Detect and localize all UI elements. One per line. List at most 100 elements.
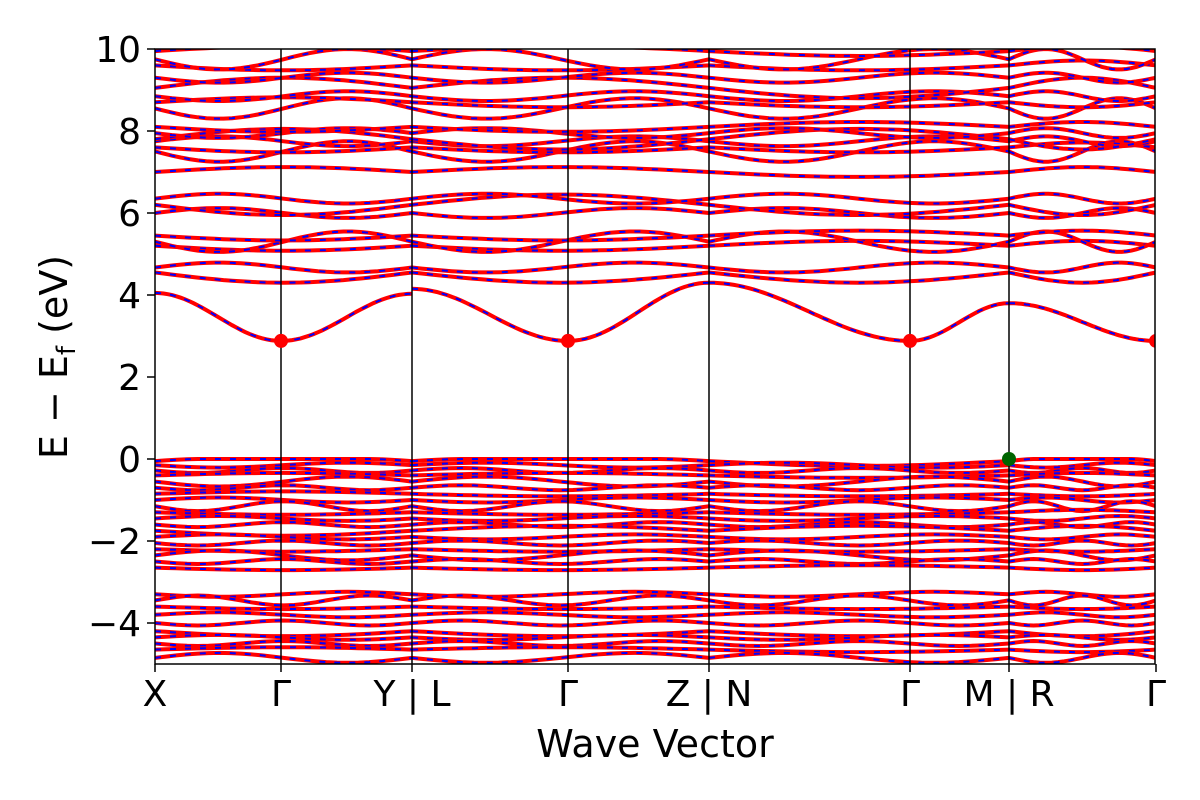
band-line-94-dash xyxy=(411,557,710,566)
band-line-198-dash xyxy=(1008,548,1155,553)
band-line-160-dash xyxy=(1008,271,1155,284)
band-line-128-dash xyxy=(708,49,1010,71)
band-line-15-dash xyxy=(155,125,413,133)
band-line-82-dash xyxy=(411,484,710,492)
band-line-133-dash xyxy=(708,474,1010,479)
band-line-24-dash xyxy=(155,458,413,463)
x-tick-label: Γ xyxy=(900,674,920,715)
x-tick-label: M | R xyxy=(963,674,1054,715)
band-line-123-dash xyxy=(708,101,1010,109)
band-line-209-dash xyxy=(1008,639,1155,648)
x-tick-label: Z | N xyxy=(666,674,753,715)
band-line-181-dash xyxy=(1008,49,1155,71)
y-tick-label: 6 xyxy=(118,194,141,235)
band-line-11-dash xyxy=(155,146,413,154)
band-line-111-dash xyxy=(708,229,1010,237)
band-line-97-dash xyxy=(411,594,710,607)
band-line-135-dash xyxy=(708,484,1010,492)
band-line-155-dash xyxy=(708,633,1010,641)
band-line-138-dash xyxy=(708,500,1010,513)
band-line-176-dash xyxy=(1008,101,1155,109)
band-line-59-dash xyxy=(411,207,710,219)
band-line-104-dash xyxy=(411,646,710,651)
x-tick-label: Γ xyxy=(558,674,578,715)
band-line-84-dash xyxy=(411,496,710,504)
band-line-161-dash xyxy=(1008,261,1155,274)
band-line-51-dash xyxy=(155,646,413,651)
band-line-152-dash xyxy=(708,611,1010,619)
band-line-71-dash xyxy=(411,90,710,102)
band-line-70-dash xyxy=(411,101,710,109)
band-line-5-dash xyxy=(155,234,413,242)
band-line-114-dash xyxy=(708,192,1010,205)
band-line-36-dash xyxy=(155,529,413,537)
cbm-marker xyxy=(903,333,917,348)
band-line-166-dash xyxy=(1008,203,1155,216)
band-line-119-dash xyxy=(708,127,1010,141)
band-line-77 xyxy=(411,457,710,464)
band-line-64-dash xyxy=(411,146,710,154)
band-line-113-dash xyxy=(708,203,1010,216)
y-tick-label: 2 xyxy=(118,358,141,399)
band-line-157-dash xyxy=(708,648,1010,654)
band-line-19-dash xyxy=(155,76,413,89)
band-line-146-dash xyxy=(708,549,1010,562)
band-line-153-dash xyxy=(708,619,1010,627)
band-line-158-dash xyxy=(708,651,1010,664)
band-line-79-dash xyxy=(411,466,710,474)
band-line-8-dash xyxy=(155,192,413,205)
y-tick-label: 4 xyxy=(118,276,141,317)
band-line-180-dash xyxy=(1008,59,1155,67)
band-line-28-dash xyxy=(155,475,413,488)
band-line-85-dash xyxy=(411,500,710,513)
band-line-48-dash xyxy=(155,630,413,638)
band-line-55-dash xyxy=(411,261,710,274)
band-line-106-dash xyxy=(708,281,1010,342)
band-line-207-dash xyxy=(1008,630,1155,638)
band-line-6-dash xyxy=(155,207,413,219)
band-line-80-dash xyxy=(411,471,710,477)
band-line-42-dash xyxy=(155,566,413,572)
x-tick-label: Γ xyxy=(271,674,291,715)
band-line-27-dash xyxy=(155,471,413,477)
band-line-37-dash xyxy=(155,533,413,541)
band-line-172-dash xyxy=(1008,138,1155,151)
band-line-100-dash xyxy=(411,619,710,627)
band-line-194-dash xyxy=(1008,521,1155,529)
y-axis-ticks: 10 8 6 4 2 0 −2 −4 xyxy=(88,30,155,645)
band-line-105-dash xyxy=(411,651,710,664)
band-line-38-dash xyxy=(155,539,413,547)
band-line-89-dash xyxy=(411,524,710,532)
band-line-164-dash xyxy=(1008,229,1155,237)
band-line-196-dash xyxy=(1008,533,1155,541)
band-line-197-dash xyxy=(1008,539,1155,547)
band-line-78-dash xyxy=(411,461,710,469)
band-line-118-dash xyxy=(708,135,1010,148)
band-line-150-dash xyxy=(708,594,1010,607)
band-line-29-dash xyxy=(155,484,413,492)
band-line-115-dash xyxy=(708,171,1010,178)
band-line-144-dash xyxy=(708,539,1010,547)
band-line-193-dash xyxy=(1008,514,1155,522)
y-tick-label: 0 xyxy=(118,440,141,481)
band-line-18-dash xyxy=(155,90,413,102)
band-line-17-dash xyxy=(155,96,413,104)
band-line-121-dash xyxy=(708,121,1010,128)
band-line-95-dash xyxy=(411,566,710,572)
band-line-125-dash xyxy=(708,86,1010,100)
band-line-2-dash xyxy=(155,261,413,274)
band-line-206-dash xyxy=(1008,619,1155,627)
band-line-30-dash xyxy=(155,490,413,495)
band-line-92-dash xyxy=(411,548,710,553)
band-line-73-dash xyxy=(411,71,710,84)
x-axis-ticks: X Γ Y | L Γ Z | N Γ M | R Γ xyxy=(143,664,1166,715)
band-line-151-dash xyxy=(708,605,1010,611)
high-symmetry-lines xyxy=(280,49,1010,664)
band-line-99-dash xyxy=(411,611,710,619)
y-tick-label: −4 xyxy=(88,604,141,645)
band-line-50-dash xyxy=(155,639,413,648)
band-line-61-dash xyxy=(411,192,710,205)
band-line-7-dash xyxy=(155,203,413,216)
cbm-marker xyxy=(1149,333,1155,348)
band-line-1-dash xyxy=(155,271,413,284)
